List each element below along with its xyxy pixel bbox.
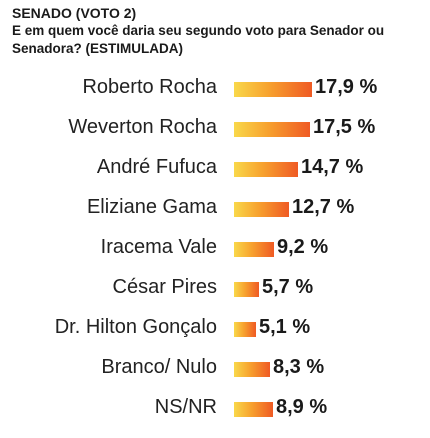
category-label: Roberto Rocha	[82, 76, 217, 98]
bar	[234, 322, 256, 337]
value-label: 17,9 %	[315, 76, 378, 98]
category-label: Dr. Hilton Gonçalo	[54, 316, 217, 338]
value-label: 17,5 %	[313, 116, 376, 138]
category-label: André Fufuca	[96, 156, 217, 178]
bar	[234, 82, 312, 97]
category-label: Branco/ Nulo	[101, 356, 217, 378]
value-label: 5,1 %	[259, 316, 311, 338]
chart-header: SENADO (VOTO 2) E em quem você daria seu…	[12, 4, 422, 58]
bar	[234, 282, 259, 297]
bar-row: Weverton Rocha 17,5 %	[0, 112, 430, 152]
bar-row: Branco/ Nulo 8,3 %	[0, 352, 430, 392]
value-label: 8,9 %	[276, 396, 328, 418]
value-label: 12,7 %	[292, 196, 355, 218]
value-label: 8,3 %	[273, 356, 325, 378]
bar	[234, 162, 298, 177]
bar-row: NS/NR 8,9 %	[0, 392, 430, 432]
bar-row: André Fufuca 14,7 %	[0, 152, 430, 192]
bar	[234, 202, 289, 217]
bar	[234, 362, 270, 377]
bar-row: César Pires 5,7 %	[0, 272, 430, 312]
bar-row: Eliziane Gama 12,7 %	[0, 192, 430, 232]
bar-row: Dr. Hilton Gonçalo 5,1 %	[0, 312, 430, 352]
chart-subtitle: E em quem você daria seu segundo voto pa…	[12, 23, 385, 56]
value-label: 14,7 %	[301, 156, 364, 178]
category-label: Weverton Rocha	[68, 116, 217, 138]
bar	[234, 242, 274, 257]
bar	[234, 402, 273, 417]
category-label: César Pires	[112, 276, 217, 298]
bar	[234, 122, 310, 137]
value-label: 5,7 %	[262, 276, 314, 298]
chart-title: SENADO (VOTO 2)	[12, 5, 137, 21]
category-label: Iracema Vale	[100, 236, 217, 258]
bar-row: Iracema Vale 9,2 %	[0, 232, 430, 272]
category-label: NS/NR	[154, 396, 217, 418]
value-label: 9,2 %	[277, 236, 329, 258]
bar-row: Roberto Rocha 17,9 %	[0, 72, 430, 112]
category-label: Eliziane Gama	[86, 196, 217, 218]
